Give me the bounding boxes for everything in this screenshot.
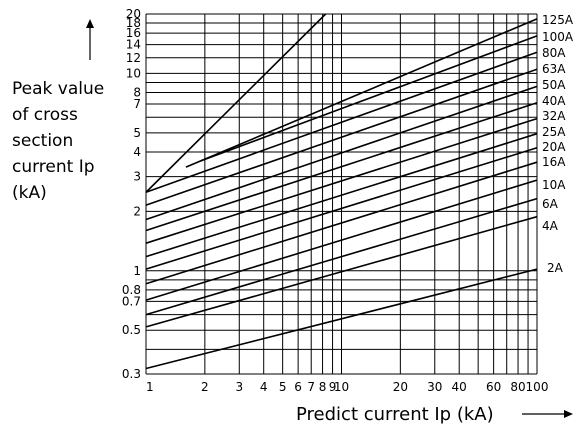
- x-axis-arrow-head: [564, 410, 573, 418]
- x-tick-label: 30: [427, 380, 442, 394]
- x-tick-label: 20: [393, 380, 408, 394]
- y-tick-label: 20: [126, 7, 141, 21]
- y-tick-label: 7: [133, 97, 141, 111]
- series-label-63A: 63A: [542, 62, 566, 76]
- x-tick-label: 4: [260, 380, 268, 394]
- x-tick-label: 5: [279, 380, 287, 394]
- series-line-50A: [145, 85, 538, 221]
- series-line-10A: [145, 179, 538, 301]
- series-label-6A: 6A: [542, 197, 559, 211]
- series-line-4A: [145, 215, 538, 328]
- y-axis-label-line-1: Peak value: [12, 79, 104, 99]
- envelope-line: [145, 13, 327, 193]
- series-line-6A: [145, 197, 538, 316]
- series-line-32A: [145, 117, 538, 244]
- series-label-80A: 80A: [542, 46, 566, 60]
- y-tick-label: 18: [126, 16, 141, 30]
- y-tick-label: 4: [133, 145, 141, 159]
- series-line-100A: [200, 35, 538, 162]
- x-axis-label: Predict current Ip (kA): [296, 404, 494, 425]
- x-tick-label: 7: [307, 380, 315, 394]
- x-tick-label: 8: [319, 380, 327, 394]
- x-tick-label: 40: [452, 380, 467, 394]
- x-tick-label: 100: [526, 380, 549, 394]
- x-tick-label: 6: [294, 380, 302, 394]
- series-line-16A: [145, 161, 538, 285]
- series-label-100A: 100A: [542, 30, 574, 44]
- series-lines: [145, 13, 538, 370]
- y-tick-label: 2: [133, 204, 141, 218]
- series-label-16A: 16A: [542, 155, 566, 169]
- series-label-25A: 25A: [542, 125, 566, 139]
- y-tick-label: 10: [126, 66, 141, 80]
- x-tick-label: 3: [235, 380, 243, 394]
- series-line-40A: [145, 102, 538, 232]
- series-label-32A: 32A: [542, 109, 566, 123]
- series-label-10A: 10A: [542, 178, 566, 192]
- x-axis-title: Predict current Ip (kA): [296, 404, 573, 425]
- series-line-63A: [145, 68, 538, 206]
- y-axis-label-line-3: section: [12, 131, 73, 151]
- y-tick-label: 14: [126, 38, 141, 52]
- x-tick-label: 60: [486, 380, 501, 394]
- y-axis-arrow-head: [86, 19, 94, 28]
- x-tick-label: 1: [146, 380, 154, 394]
- series-line-80A: [145, 51, 538, 194]
- y-axis-label-line-2: of cross: [12, 105, 78, 125]
- y-tick-label: 12: [126, 51, 141, 65]
- y-tick-label: 3: [133, 170, 141, 184]
- series-line-20A: [145, 147, 538, 270]
- series-line-25A: [145, 132, 538, 258]
- series-line-2A: [145, 268, 538, 370]
- x-tick-label: 80: [510, 380, 525, 394]
- y-tick-label: 16: [126, 26, 141, 40]
- y-tick-label: 0.7: [122, 294, 141, 308]
- y-axis-label-line-5: (kA): [12, 183, 47, 203]
- y-tick-label: 0.5: [122, 323, 141, 337]
- y-tick-label: 0.3: [122, 367, 141, 381]
- x-tick-label: 10: [334, 380, 349, 394]
- x-tick-label: 9: [329, 380, 337, 394]
- tick-labels: 1 2 3 4 5 6 7 8 910 20 30 40 60 80 1000.30.50.70.81234…: [122, 7, 549, 394]
- series-label-125A: 125A: [542, 13, 574, 27]
- series-label-40A: 40A: [542, 94, 566, 108]
- x-tick-label: 2: [201, 380, 209, 394]
- series-label-4A: 4A: [542, 219, 559, 233]
- grid: [145, 13, 538, 375]
- series-label-50A: 50A: [542, 78, 566, 92]
- y-axis-label-line-4: current Ip: [12, 157, 95, 177]
- y-tick-label: 8: [133, 86, 141, 100]
- series-line-125A: [185, 18, 538, 168]
- y-tick-label: 5: [133, 126, 141, 140]
- y-axis-title: Peak value of cross section current Ip (…: [12, 19, 104, 203]
- y-tick-label: 1: [133, 264, 141, 278]
- series-label-20A: 20A: [542, 140, 566, 154]
- series-label-2A: 2A: [547, 261, 564, 275]
- y-tick-label: 0.8: [122, 283, 141, 297]
